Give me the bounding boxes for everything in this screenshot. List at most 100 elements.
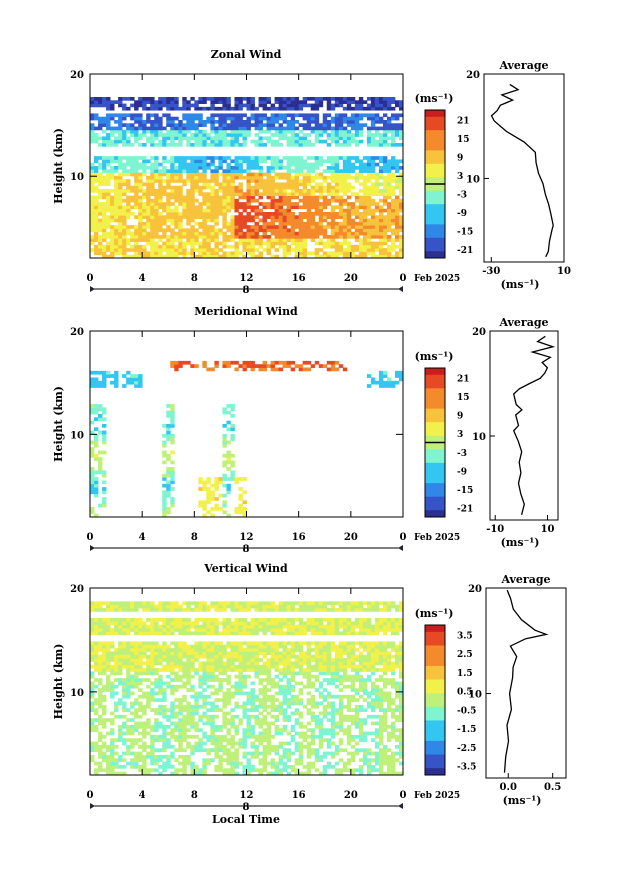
heatmap-cell <box>318 97 324 101</box>
heatmap-cell <box>346 205 352 210</box>
heatmap-cell <box>258 364 263 368</box>
heatmap-cell <box>178 228 183 233</box>
heatmap-cell <box>154 708 159 712</box>
heatmap-cell <box>222 407 227 412</box>
heatmap-cell <box>186 744 191 749</box>
heatmap-cell <box>138 235 143 239</box>
heatmap-cell <box>106 644 111 649</box>
heatmap-cell <box>286 162 292 167</box>
heatmap-cell <box>94 678 99 682</box>
heatmap-cell <box>186 651 191 656</box>
heatmap-cell <box>206 244 211 249</box>
heatmap-cell <box>110 248 115 252</box>
heatmap-cell <box>230 661 235 666</box>
heatmap-cell <box>322 231 328 236</box>
heatmap-cell <box>226 182 231 187</box>
heatmap-cell <box>202 166 207 170</box>
heatmap-cell <box>218 166 223 170</box>
heatmap-cell <box>258 143 263 147</box>
heatmap-cell <box>234 664 239 669</box>
heatmap-cell <box>110 254 115 259</box>
heatmap-cell <box>186 198 191 203</box>
heatmap-cell <box>342 367 348 372</box>
heatmap-cell <box>146 771 151 776</box>
heatmap-cell <box>210 738 215 743</box>
heatmap-cell <box>186 123 191 127</box>
heatmap-cell <box>266 228 271 233</box>
heatmap-cell <box>310 143 316 147</box>
heatmap-cell <box>106 175 111 180</box>
heatmap-cell <box>218 738 223 743</box>
heatmap-cell <box>118 120 123 124</box>
heatmap-cell <box>162 218 167 223</box>
heatmap-cell <box>238 126 243 131</box>
heatmap-cell <box>98 166 103 170</box>
heatmap-cell <box>190 658 195 662</box>
heatmap-cell <box>206 734 211 739</box>
heatmap-cell <box>146 208 151 213</box>
heatmap-cell <box>338 198 344 203</box>
heatmap-cell <box>218 507 223 511</box>
heatmap-cell <box>106 668 111 672</box>
heatmap-cell <box>182 195 187 200</box>
heatmap-cell <box>382 139 388 144</box>
heatmap-cell <box>94 156 99 160</box>
heatmap-cell <box>262 734 267 739</box>
heatmap-cell <box>194 608 199 612</box>
heatmap-cell <box>398 202 404 206</box>
x-tick-label: 20 <box>344 532 358 543</box>
heatmap-cell <box>142 601 147 606</box>
heatmap-cell <box>146 618 151 622</box>
heatmap-cell <box>326 212 332 216</box>
heatmap-cell <box>162 143 167 147</box>
colorbar-step <box>425 136 445 145</box>
heatmap-cell <box>154 608 159 612</box>
heatmap-cell <box>98 624 103 629</box>
heatmap-cell <box>90 116 95 121</box>
heatmap-cell <box>122 166 127 170</box>
heatmap-cell <box>150 661 155 666</box>
heatmap-cell <box>134 374 139 378</box>
heatmap-cell <box>186 215 191 219</box>
colorbar-step <box>425 231 445 239</box>
heatmap-cell <box>190 654 195 659</box>
heatmap-cell <box>106 718 111 722</box>
heatmap-cell <box>162 228 167 233</box>
heatmap-cell <box>190 251 195 256</box>
heatmap-cell <box>158 175 163 180</box>
heatmap-cell <box>398 254 404 259</box>
heatmap-cell <box>230 215 235 219</box>
heatmap-cell <box>358 189 364 193</box>
heatmap-cell <box>198 648 203 652</box>
heatmap-cell <box>310 235 316 239</box>
heatmap-cell <box>126 156 131 160</box>
heatmap-cell <box>118 758 123 763</box>
heatmap-cell <box>298 100 304 104</box>
colorbar-step <box>425 143 445 151</box>
heatmap-cell <box>258 123 263 127</box>
heatmap-cell <box>374 106 380 111</box>
heatmap-cell <box>206 120 211 124</box>
heatmap-cell <box>150 254 155 259</box>
heatmap-cell <box>274 143 280 147</box>
colorbar-tick-label: -9 <box>457 467 467 477</box>
heatmap-cell <box>126 631 131 636</box>
heatmap-cell <box>226 748 231 753</box>
heatmap-cell <box>274 235 280 239</box>
heatmap-cell <box>130 651 135 656</box>
heatmap-cell <box>230 133 235 137</box>
heatmap-cell <box>90 113 95 118</box>
heatmap-cell <box>118 215 123 219</box>
heatmap-cell <box>166 116 171 121</box>
colorbar-tick-label: 21 <box>457 374 470 384</box>
heatmap-cell <box>214 166 219 170</box>
heatmap-cell <box>94 166 99 170</box>
heatmap-cell <box>158 215 163 219</box>
heatmap-cell <box>174 641 179 646</box>
heatmap-cell <box>174 244 179 249</box>
heatmap-cell <box>362 244 368 249</box>
heatmap-cell <box>210 175 215 180</box>
heatmap-cell <box>178 744 183 749</box>
heatmap-cell <box>250 724 255 729</box>
heatmap-cell <box>258 621 263 626</box>
